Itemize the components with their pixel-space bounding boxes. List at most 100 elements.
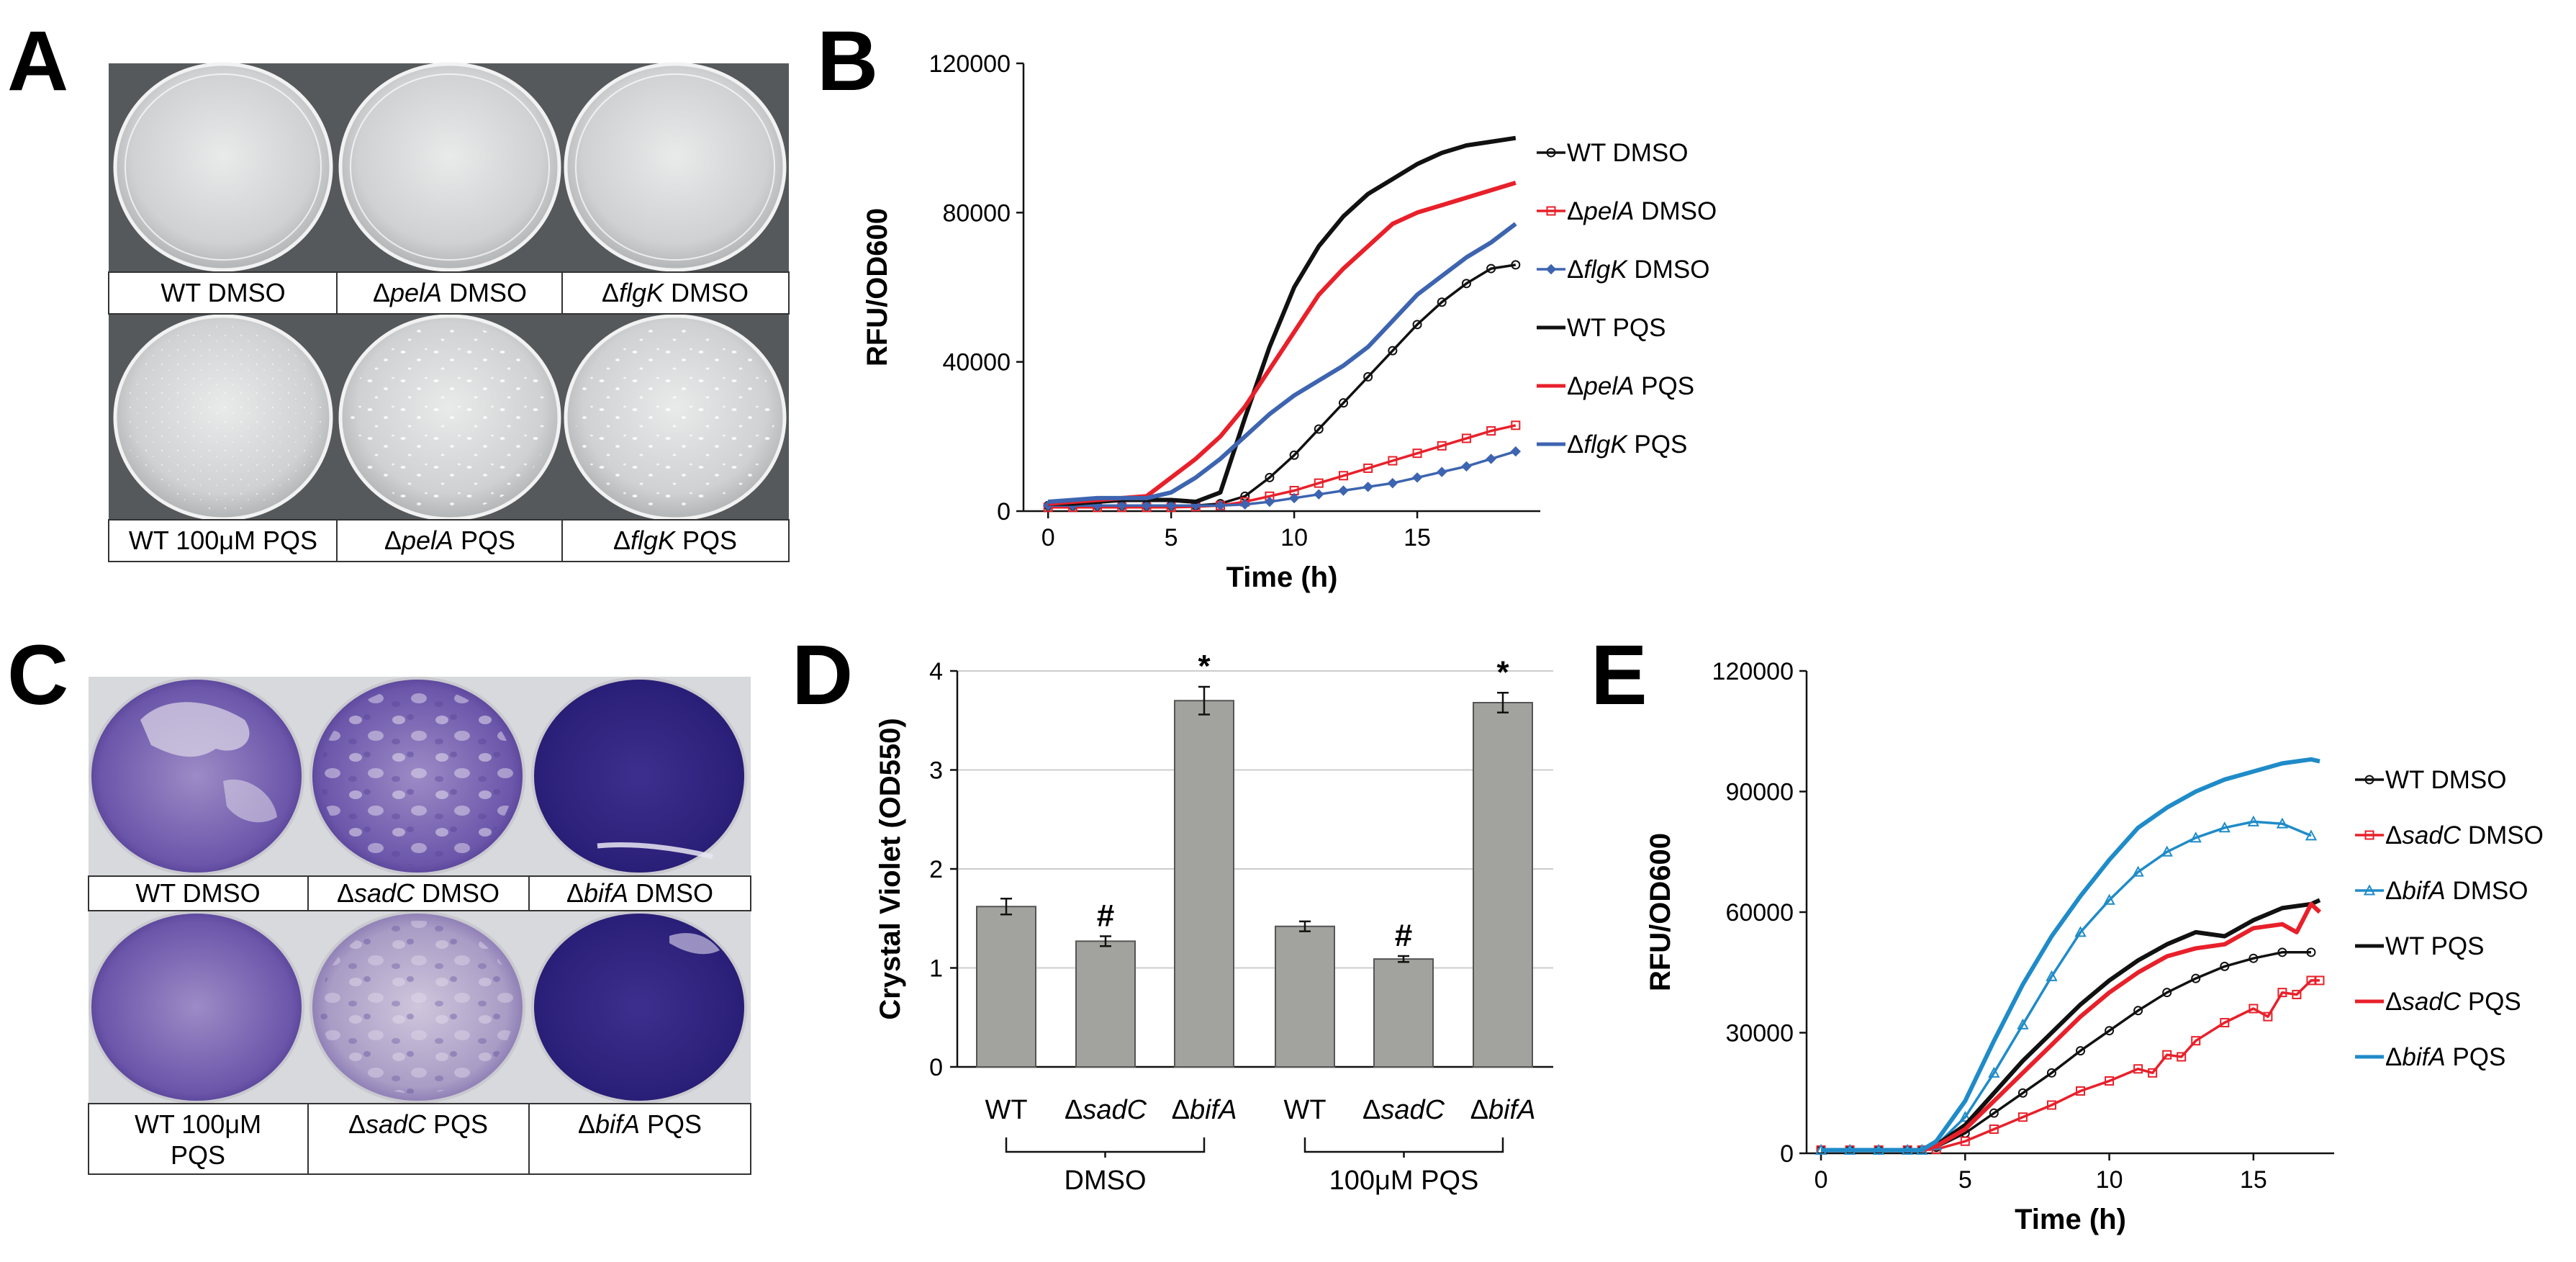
chart-b-data-point xyxy=(1511,260,1521,270)
chart-d-y-axis-title: Crystal Violet (OD550) xyxy=(875,718,906,1019)
chart-e-y-tick-label: 90000 xyxy=(1725,779,1794,806)
panel-a-letter: A xyxy=(7,14,68,109)
chart-b-data-point xyxy=(1363,463,1373,473)
chart-e-data-point xyxy=(2148,1068,2158,1078)
plate-label-a-flgk-pqs: ΔflgK PQS xyxy=(613,526,737,555)
chart-d-bar xyxy=(1373,958,1434,1068)
panel-d: D 0 1 2 3 4 Crystal Violet (OD550) WT # ΔsadC * Δb… xyxy=(792,628,1553,1196)
panel-b-letter: B xyxy=(817,14,878,109)
chart-e-series-1 xyxy=(1816,975,2325,1155)
plate-label-c-bifa-pqs: ΔbifA PQS xyxy=(578,1109,702,1139)
chart-e-y-axis-title: RFU/OD600 xyxy=(1645,833,1676,991)
chart-e-series-line xyxy=(1821,979,2320,1152)
chart-b-legend-label: ΔflgK DMSO xyxy=(1567,256,1709,284)
chart-e-data-point xyxy=(2277,988,2287,998)
chart-b-data-point xyxy=(1265,472,1275,482)
chart-e-series-2 xyxy=(1815,815,2318,1155)
dish-a-pela-pqs xyxy=(338,314,561,521)
chart-b-legend-entry-5: ΔflgK PQS xyxy=(1537,431,1687,459)
plate-c-bottom-labels xyxy=(88,1103,751,1175)
chart-e-data-point xyxy=(1989,1108,1999,1118)
panel-d-letter: D xyxy=(792,628,853,723)
plate-label-a-wt-dmso: WT DMSO xyxy=(161,278,285,307)
chart-b-y-tick-label: 120000 xyxy=(929,50,1011,78)
chart-b-data-point xyxy=(1239,499,1250,510)
chart-e-data-point xyxy=(2191,1036,2201,1046)
chart-b-data-point xyxy=(1486,263,1496,274)
panel-e-letter: E xyxy=(1591,628,1648,723)
chart-e-data-point xyxy=(2218,821,2231,833)
dish-a-pela-dmso xyxy=(338,62,561,272)
chart-e-y-tick-label: 60000 xyxy=(1725,899,1794,927)
dish-a-wt-dmso xyxy=(113,62,333,272)
panel-e: E 0 30000 60000 90000 120000 0 5 10 15 Time (h) RF… xyxy=(1591,628,2544,1235)
chart-b-series-0 xyxy=(1043,260,1521,510)
plate-label-c-sadc-dmso: ΔsadC DMSO xyxy=(337,878,500,908)
chart-b-data-point xyxy=(1388,456,1398,466)
chart-b-legend-entry-2: ΔflgK DMSO xyxy=(1537,256,1709,284)
plate-label-a-wt-pqs: WT 100μM PQS xyxy=(129,526,317,555)
chart-b-series-4 xyxy=(1047,181,1517,506)
chart-e-data-point xyxy=(2276,817,2289,829)
chart-b-series-5 xyxy=(1047,222,1517,504)
chart-e-legend-label: ΔsadC DMSO xyxy=(2385,821,2544,849)
chart-e-data-point xyxy=(2277,947,2287,957)
chart-e-x-tick-label: 15 xyxy=(2240,1166,2267,1194)
chart-b-data-point xyxy=(1437,467,1447,477)
chart-b-data-point xyxy=(1338,398,1348,408)
chart-b-legend-entry-3: WT PQS xyxy=(1537,314,1666,342)
chart-e-series-4 xyxy=(1821,901,2322,1153)
chart-e-legend-label: WT PQS xyxy=(2385,932,2484,960)
chart-b-legend-label: ΔpelA DMSO xyxy=(1567,197,1717,225)
chart-b-data-point xyxy=(1289,450,1299,460)
chart-e-data-point xyxy=(2161,845,2173,857)
chart-e-data-point xyxy=(2162,1050,2172,1060)
chart-e-data-point xyxy=(2105,1076,2115,1086)
chart-e-data-point xyxy=(2263,1011,2273,1022)
chart-e-data-point xyxy=(2133,1006,2143,1016)
chart-e-legend-entry-4: ΔsadC PQS xyxy=(2355,988,2521,1016)
chart-e-legend-entry-2: ΔbifA DMSO xyxy=(2355,877,2528,905)
chart-e-data-point xyxy=(2076,1086,2086,1096)
chart-e-data-point xyxy=(2017,1112,2028,1122)
chart-e-data-point xyxy=(2292,989,2302,999)
plate-label-a-pela-pqs: ΔpelA PQS xyxy=(384,526,515,555)
chart-d-group-bracket xyxy=(1303,1137,1504,1158)
chart-b-data-point xyxy=(1511,420,1521,431)
chart-b-data-point xyxy=(1461,461,1472,472)
chart-b-x-tick-label: 15 xyxy=(1404,524,1431,551)
chart-e-x-tick-label: 5 xyxy=(1958,1166,1972,1194)
chart-e-legend-marker xyxy=(2364,775,2374,785)
chart-d-significance-marker: * xyxy=(1198,649,1211,684)
chart-b-legend-entry-1: ΔpelA DMSO xyxy=(1537,197,1717,225)
chart-d-y-tick-label: 1 xyxy=(929,955,943,983)
chart-b-y-axis-title: RFU/OD600 xyxy=(862,208,893,366)
chart-e-data-point xyxy=(2162,988,2172,998)
chart-d-y-tick-label: 4 xyxy=(929,658,943,685)
chart-d-bar xyxy=(1075,940,1136,1068)
chart-d-y-tick-label: 3 xyxy=(929,757,943,785)
chart-d-category-label: WT xyxy=(985,1095,1027,1125)
chart-e-x-tick-label: 0 xyxy=(1815,1166,1828,1194)
chart-d-category-label: ΔsadC xyxy=(1362,1095,1445,1125)
chart-e-legend-label: ΔsadC PQS xyxy=(2385,988,2521,1016)
chart-b-x-tick-label: 10 xyxy=(1280,524,1308,551)
chart-e: 0 30000 60000 90000 120000 0 5 10 15 Time (h) RFU/… xyxy=(1645,658,2544,1235)
panel-c: C xyxy=(7,628,751,1175)
chart-b-data-point xyxy=(1412,449,1422,459)
chart-b-data-point xyxy=(1461,279,1471,289)
chart-e-x-axis-title: Time (h) xyxy=(2015,1204,2126,1235)
dish-c-wt-dmso xyxy=(89,677,304,875)
chart-e-legend-entry-3: WT PQS xyxy=(2355,932,2484,960)
chart-b-y-tick-label: 40000 xyxy=(942,349,1011,377)
chart-d-group-bracket xyxy=(1005,1137,1206,1158)
chart-b-data-point xyxy=(1314,478,1324,488)
chart-e-data-point xyxy=(2017,1088,2028,1098)
chart-d-category-label: WT xyxy=(1283,1095,1326,1125)
panel-c-letter: C xyxy=(7,628,68,723)
chart-b-data-point xyxy=(1411,472,1423,483)
chart-b-series-line xyxy=(1047,222,1517,504)
chart-e-data-point xyxy=(2074,926,2087,937)
chart-e-data-point xyxy=(2103,893,2115,905)
chart-b-data-point xyxy=(1141,500,1152,511)
